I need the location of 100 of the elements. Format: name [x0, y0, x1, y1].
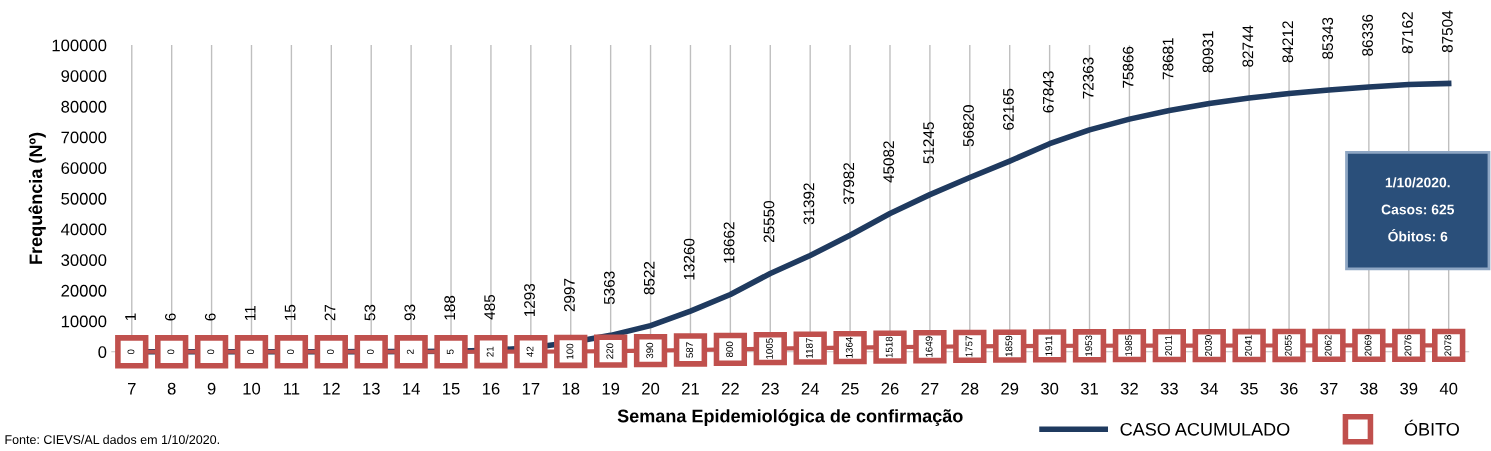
x-tick-label: 20	[642, 382, 660, 395]
source-note: Fonte: CIEVS/AL dados em 1/10/2020.	[5, 434, 219, 445]
point	[274, 335, 309, 369]
data-label: 0	[167, 349, 175, 355]
data-label: 87162	[1402, 12, 1413, 54]
data-label: 72363	[1082, 57, 1094, 99]
data-label: 6	[204, 313, 216, 321]
data-label: 1911	[1045, 335, 1053, 356]
data-label: 0	[366, 349, 374, 355]
point	[115, 335, 149, 369]
y-tick-label: 90000	[61, 70, 107, 82]
data-label: 6	[164, 313, 176, 321]
x-axis-title: Semana Epidemiológica de confirmação	[617, 408, 963, 427]
y-axis-title: Frequência (Nº)	[28, 132, 46, 264]
data-label: 2055	[1284, 335, 1292, 356]
x-tick-label: 26	[881, 382, 899, 395]
data-label: 5363	[603, 271, 615, 305]
point	[474, 335, 508, 369]
y-tick-label: 30000	[61, 254, 107, 266]
data-label: 100	[566, 343, 574, 359]
x-tick-label: 29	[1001, 382, 1019, 395]
x-tick-label: 19	[602, 382, 620, 395]
point	[434, 335, 468, 369]
x-tick-label: 10	[243, 382, 261, 395]
data-label: 2076	[1404, 335, 1412, 356]
data-label: 0	[327, 349, 334, 355]
data-label: 1757	[965, 336, 973, 357]
data-label: 86336	[1362, 14, 1373, 56]
data-label: 15	[284, 304, 296, 321]
data-label: 0	[127, 349, 135, 355]
data-label: 390	[646, 342, 654, 359]
x-tick-label: 11	[284, 382, 300, 395]
data-label: 80931	[1202, 31, 1214, 73]
x-tick-label: 21	[682, 382, 699, 395]
point	[394, 335, 428, 369]
data-label: 2030	[1204, 335, 1212, 356]
x-tick-label: 28	[961, 382, 979, 395]
data-label: 5	[446, 349, 454, 355]
data-label: 8522	[643, 261, 655, 295]
x-tick-label: 36	[1280, 382, 1298, 395]
x-tick-label: 12	[323, 382, 340, 395]
data-label: 93	[404, 304, 416, 321]
x-tick-label: 9	[207, 382, 216, 395]
data-label: 0	[287, 349, 295, 355]
data-label: 51245	[923, 122, 934, 164]
y-tick-label: 80000	[61, 100, 107, 113]
data-label: 56820	[963, 105, 974, 147]
data-label: 2011	[1165, 335, 1172, 356]
x-tick-label: 37	[1320, 382, 1338, 395]
point	[194, 335, 229, 369]
point	[314, 335, 348, 369]
x-tick-label: 18	[562, 382, 580, 395]
data-label: 31392	[803, 183, 815, 225]
data-label: 1953	[1085, 335, 1093, 356]
data-label: 2069	[1364, 335, 1372, 356]
y-tick-label: 70000	[61, 131, 107, 144]
point	[673, 333, 708, 367]
x-tick-label: 22	[721, 382, 739, 395]
y-tick-label: 0	[98, 346, 107, 358]
data-label: 485	[484, 294, 496, 320]
x-tick-label: 39	[1400, 382, 1418, 395]
point	[713, 332, 748, 366]
data-label: 1187	[805, 338, 813, 358]
x-tick-label: 8	[167, 382, 176, 395]
data-label: 1649	[925, 336, 933, 357]
x-tick-label: 25	[841, 382, 859, 395]
data-label: 1005	[766, 338, 773, 359]
y-tick-label: 10000	[61, 315, 107, 328]
x-tick-label: 13	[363, 382, 380, 395]
y-tick-label: 60000	[61, 162, 107, 174]
data-label: 67843	[1042, 71, 1054, 113]
data-label: 1859	[1005, 335, 1013, 357]
x-tick-label: 23	[761, 382, 779, 395]
data-label: 2	[406, 349, 414, 354]
x-tick-label: 14	[403, 382, 420, 395]
data-label: 85343	[1322, 17, 1334, 59]
data-label: 75866	[1122, 46, 1134, 88]
x-tick-label: 32	[1120, 382, 1138, 395]
x-tick-label: 24	[801, 382, 819, 395]
data-label: 1985	[1125, 335, 1133, 356]
data-label: 53	[364, 304, 376, 321]
x-tick-label: 16	[482, 382, 500, 395]
data-label: 87504	[1441, 10, 1453, 53]
data-label: 2997	[564, 278, 575, 312]
point	[155, 335, 189, 369]
data-label: 21	[486, 346, 494, 357]
text: 1/10/2020. Casos: 625 Óbitos: 6	[1381, 177, 1455, 242]
data-label: 84212	[1282, 21, 1294, 63]
data-label: 78681	[1162, 38, 1174, 80]
x-tick-label: 15	[443, 382, 460, 395]
x-tick-label: 38	[1360, 382, 1378, 395]
x-tick-label: 30	[1040, 382, 1059, 395]
legend-label: CASO ACUMULADO	[1120, 422, 1290, 436]
data-label: 800	[726, 341, 733, 358]
data-label: 2078	[1444, 335, 1452, 356]
legend-label: ÓBITO	[1404, 419, 1459, 436]
x-tick-label: 34	[1200, 382, 1219, 395]
data-label: 45082	[883, 141, 895, 183]
y-tick-label: 50000	[61, 192, 107, 205]
y-tick-label: 20000	[61, 284, 107, 297]
